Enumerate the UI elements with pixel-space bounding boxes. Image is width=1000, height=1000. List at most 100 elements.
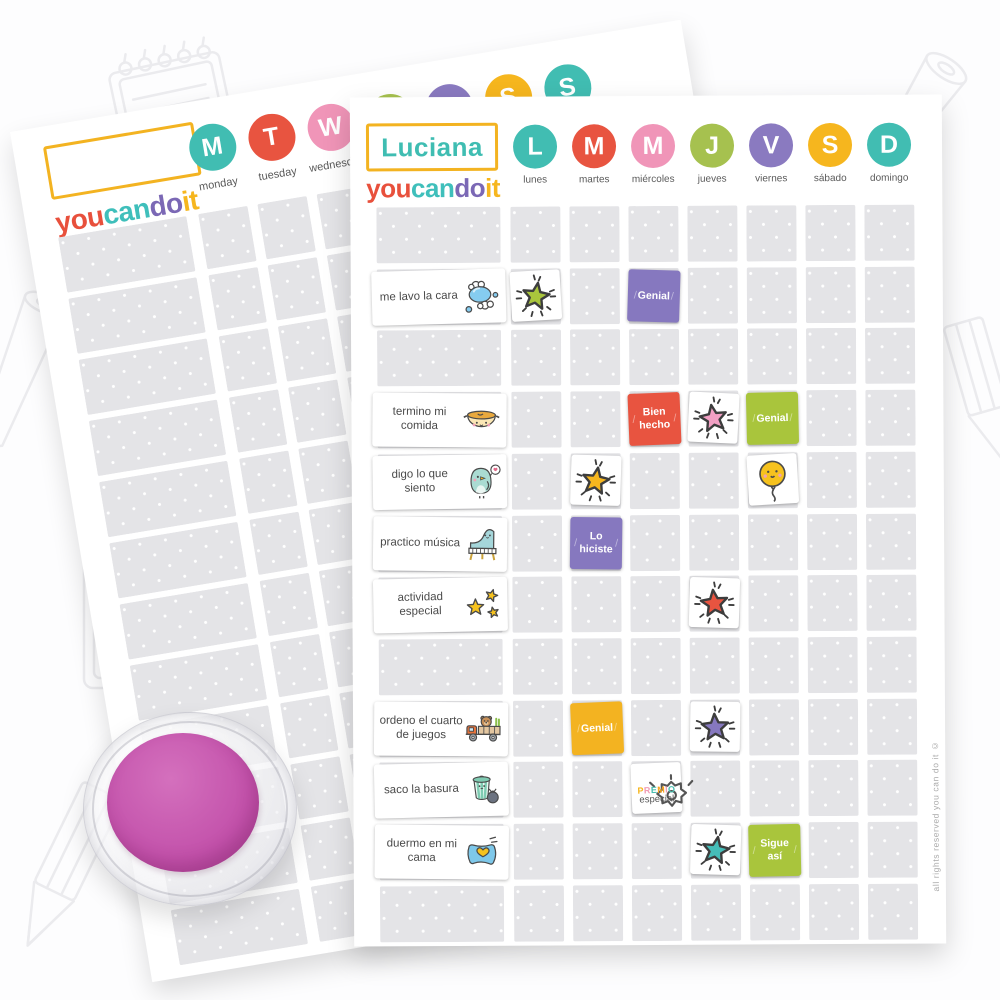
grid-cell bbox=[572, 884, 624, 942]
day-circle-miércoles: M bbox=[630, 123, 676, 169]
grid-cell bbox=[569, 267, 620, 325]
grid-cell bbox=[570, 329, 621, 386]
grid-cell bbox=[687, 328, 739, 386]
grid-cell bbox=[288, 379, 347, 443]
grid-cell bbox=[290, 756, 349, 820]
grid-cell bbox=[631, 884, 683, 941]
day-circle-martes: M bbox=[571, 124, 617, 169]
sparkle-mark: / bbox=[793, 843, 797, 856]
grid-cell bbox=[807, 698, 859, 755]
grid-cell bbox=[748, 637, 799, 694]
sticker-word-text: Lo hiciste bbox=[579, 530, 613, 555]
sticker-word-text: Genial bbox=[580, 720, 614, 735]
grid-cell bbox=[746, 328, 798, 385]
pencil-tip-doodle bbox=[943, 316, 1000, 460]
sparkle-mark: / bbox=[789, 411, 793, 424]
sticker-word: / Bien hecho / bbox=[627, 392, 682, 447]
grid-cell bbox=[688, 514, 740, 571]
grid-cell bbox=[249, 511, 308, 576]
grid-cell bbox=[198, 205, 257, 270]
day-label-lunes: lunes bbox=[523, 174, 548, 186]
grid-cell bbox=[749, 760, 800, 817]
grid-cell bbox=[690, 760, 741, 818]
copyright-text: all rights reserved you can do it © bbox=[930, 740, 941, 892]
sticker-word-text: Genial bbox=[756, 411, 789, 425]
stars-icon bbox=[462, 584, 503, 625]
day-label-martes: martes bbox=[578, 174, 610, 186]
day-circle-viernes: V bbox=[748, 123, 794, 168]
grid-cell bbox=[746, 266, 797, 324]
grid-cell bbox=[864, 327, 916, 385]
grid-cell bbox=[511, 329, 562, 387]
sticker-star bbox=[689, 823, 742, 876]
grid-cell bbox=[807, 575, 858, 632]
grid-cell bbox=[687, 205, 738, 262]
grid-cell bbox=[866, 698, 918, 755]
sticker-star bbox=[687, 391, 740, 444]
sticker-star bbox=[570, 454, 622, 506]
sparkle-mark: / bbox=[752, 844, 756, 857]
grid-cell bbox=[570, 391, 621, 448]
grid-cell bbox=[218, 328, 278, 392]
playdough-dough bbox=[107, 733, 259, 872]
grid-cell bbox=[378, 638, 503, 696]
day-circle-jueves: J bbox=[689, 123, 735, 168]
trash-icon bbox=[463, 769, 504, 810]
sticker-star bbox=[509, 268, 563, 322]
grid-cell bbox=[867, 883, 919, 940]
sparkle-mark: / bbox=[613, 720, 618, 733]
grid-cell bbox=[511, 514, 563, 572]
grid-cell bbox=[572, 823, 623, 880]
day-circle-lunes: L bbox=[512, 124, 558, 169]
sticker-word-text: Sigue así bbox=[760, 837, 790, 863]
grid-cell bbox=[512, 638, 563, 695]
sticker-word: / Lo hiciste / bbox=[569, 516, 623, 570]
sparkle-mark: / bbox=[632, 413, 636, 426]
grid-cell bbox=[808, 883, 860, 940]
bird-icon bbox=[461, 461, 502, 502]
task-card: me lavo la cara bbox=[371, 268, 507, 326]
grid-cell bbox=[267, 257, 327, 321]
task-label: me lavo la cara bbox=[379, 289, 458, 304]
grid-cell bbox=[867, 759, 918, 817]
grid-cell bbox=[228, 389, 288, 453]
grid-cell bbox=[866, 636, 917, 693]
premio-subword: especial bbox=[639, 793, 675, 806]
grid-cell bbox=[208, 266, 267, 331]
soap-icon bbox=[460, 275, 501, 316]
task-label: actividad especial bbox=[397, 591, 444, 619]
sticker-word: / Genial / bbox=[745, 391, 800, 446]
grid-cell bbox=[690, 884, 742, 941]
sparkle-mark: / bbox=[615, 536, 619, 549]
brand-logo-part-it: it bbox=[484, 172, 501, 203]
sticker-star bbox=[688, 577, 741, 629]
grid-cell bbox=[689, 637, 740, 694]
grid-cell bbox=[747, 513, 799, 570]
grid-cell bbox=[687, 267, 738, 324]
playdough-pot bbox=[83, 712, 297, 906]
grid-cell bbox=[749, 883, 801, 941]
sticker-word: / Genial / bbox=[627, 268, 681, 323]
grid-cell bbox=[629, 514, 681, 571]
task-card: digo lo que siento bbox=[372, 453, 508, 510]
sticker-premio: PREMIO especial bbox=[630, 762, 694, 815]
grid-cell bbox=[571, 638, 622, 695]
grid-cell bbox=[630, 699, 682, 756]
grid-cell bbox=[269, 633, 329, 698]
grid-cell bbox=[511, 391, 562, 448]
brand-logo-part-do: do bbox=[454, 172, 486, 204]
grid-cell bbox=[806, 513, 858, 570]
grid-cell bbox=[629, 452, 680, 509]
task-label: termino mi comida bbox=[392, 406, 447, 433]
grid-cell bbox=[867, 821, 918, 878]
grid-cell bbox=[298, 440, 357, 505]
truck-icon bbox=[463, 709, 503, 749]
task-label: duermo en mi cama bbox=[386, 837, 458, 865]
bowl-icon bbox=[461, 400, 501, 440]
sparkle-mark: / bbox=[670, 289, 674, 302]
brand-logo: youcandoit bbox=[366, 173, 500, 205]
grid-cell bbox=[865, 451, 916, 508]
grid-cell bbox=[748, 575, 799, 632]
day-circle-sábado: S bbox=[807, 122, 853, 168]
grid-cell bbox=[746, 205, 797, 262]
